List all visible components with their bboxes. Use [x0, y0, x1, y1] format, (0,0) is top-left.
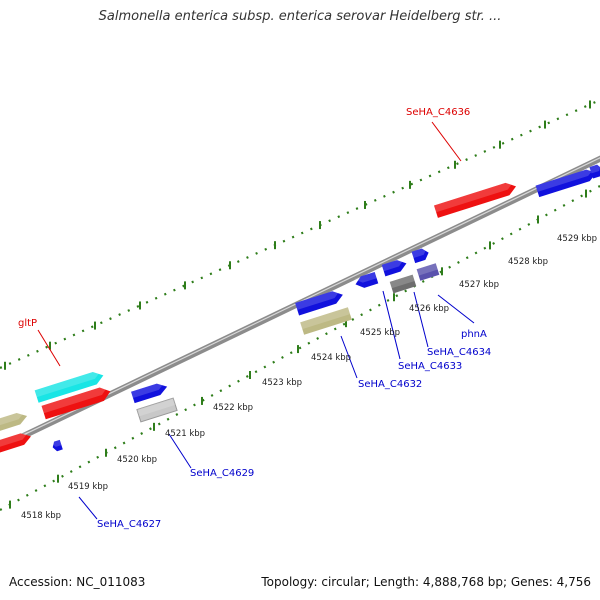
accession-label: Accession: NC_011083 — [9, 575, 146, 589]
leader-line — [37, 329, 61, 367]
tick-label: 4527 kbp — [459, 280, 499, 290]
leader-line — [168, 433, 192, 469]
tick-label: 4524 kbp — [311, 353, 351, 363]
tick-track-0 — [0, 98, 600, 370]
gene-arrow-forward[interactable] — [535, 167, 599, 198]
gene-arrow-SeHA_C4633[interactable] — [353, 271, 379, 290]
leader-line — [437, 294, 475, 324]
tick-label: 4525 kbp — [360, 328, 400, 338]
tick-dot-tracks — [0, 98, 600, 511]
gene-arrow-forward[interactable] — [589, 163, 600, 179]
leader-line — [431, 121, 462, 162]
tick-labels: 4518 kbp 4519 kbp 4520 kbp 4521 kbp 4522 kbp… — [21, 234, 597, 521]
gene-label-SeHA_C4632[interactable]: SeHA_C4632 — [358, 379, 422, 390]
gene-arrow-SeHA_C4632[interactable] — [300, 307, 352, 335]
map-title: Salmonella enterica subsp. enterica sero… — [98, 9, 502, 24]
gene-arrow-SeHA_C4636[interactable] — [433, 180, 518, 218]
gene-label-SeHA_C4634[interactable]: SeHA_C4634 — [427, 347, 491, 358]
leader-line — [78, 496, 98, 520]
gene-arrow-reverse[interactable] — [51, 439, 63, 452]
gene-arrow-phnA[interactable] — [416, 263, 440, 281]
gene-arrow-forward[interactable] — [0, 431, 33, 456]
gene-features[interactable] — [0, 163, 600, 456]
label-leader-lines — [37, 121, 475, 520]
gene-arrow-forward[interactable] — [0, 410, 29, 434]
gene-arrow-reverse[interactable] — [411, 247, 431, 264]
gene-arrow-gltP[interactable] — [41, 385, 113, 420]
gene-arrow-SeHA_C4629[interactable] — [131, 381, 169, 404]
tick-label: 4518 kbp — [21, 511, 61, 521]
major-tick-marks — [4, 100, 591, 509]
tick-label: 4523 kbp — [262, 378, 302, 388]
gene-arrow-reverse[interactable] — [389, 274, 417, 294]
gene-label-SeHA_C4636[interactable]: SeHA_C4636 — [406, 107, 470, 118]
leader-line — [413, 291, 429, 348]
tick-label: 4519 kbp — [68, 482, 108, 492]
gene-label-gltP[interactable]: gltP — [18, 318, 37, 329]
genome-info-label: Topology: circular; Length: 4,888,768 bp… — [261, 575, 591, 589]
gene-label-phnA[interactable]: phnA — [461, 329, 487, 340]
tick-label: 4522 kbp — [213, 403, 253, 413]
gene-arrow-reverse[interactable] — [295, 289, 345, 316]
gene-arrow-reverse[interactable] — [136, 397, 178, 423]
gene-arrow-SeHA_C4634[interactable] — [381, 258, 409, 277]
tick-label: 4520 kbp — [117, 455, 157, 465]
gene-label-SeHA_C4633[interactable]: SeHA_C4633 — [398, 361, 462, 372]
tick-track-1 — [0, 185, 600, 511]
gene-labels[interactable]: SeHA_C4636 gltP phnA SeHA_C4634 SeHA_C4633 Se… — [18, 107, 491, 530]
tick-label: 4529 kbp — [557, 234, 597, 244]
gene-arrow-forward[interactable] — [34, 369, 106, 403]
leader-line — [382, 290, 401, 360]
tick-label: 4521 kbp — [165, 429, 205, 439]
tick-label: 4528 kbp — [508, 257, 548, 267]
gene-label-SeHA_C4627[interactable]: SeHA_C4627 — [97, 519, 161, 530]
leader-line — [340, 335, 358, 379]
gene-label-SeHA_C4629[interactable]: SeHA_C4629 — [190, 468, 254, 479]
tick-label: 4526 kbp — [409, 304, 449, 314]
